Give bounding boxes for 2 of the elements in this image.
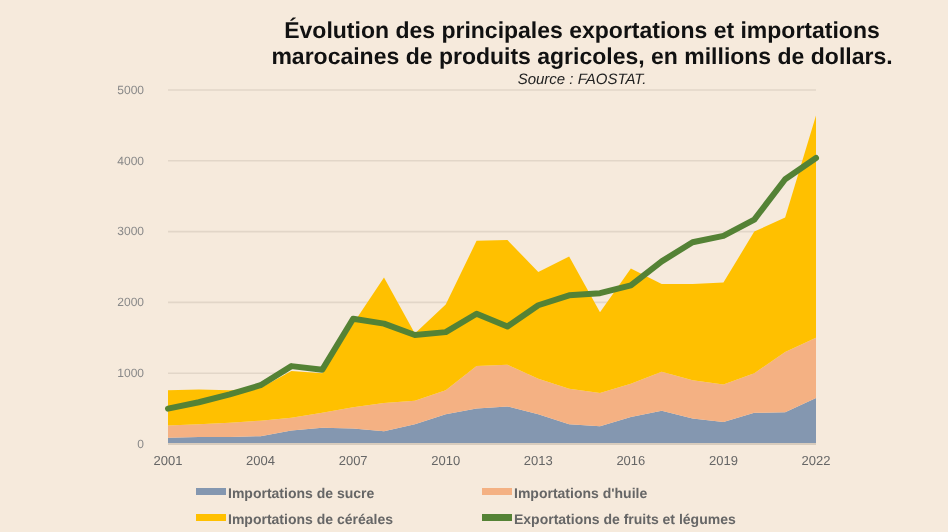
chart-title: Évolution des principales exportations et importations marocaines de produits agricoles, en millions de dollars. xyxy=(271,16,893,70)
line-series xyxy=(165,154,819,412)
